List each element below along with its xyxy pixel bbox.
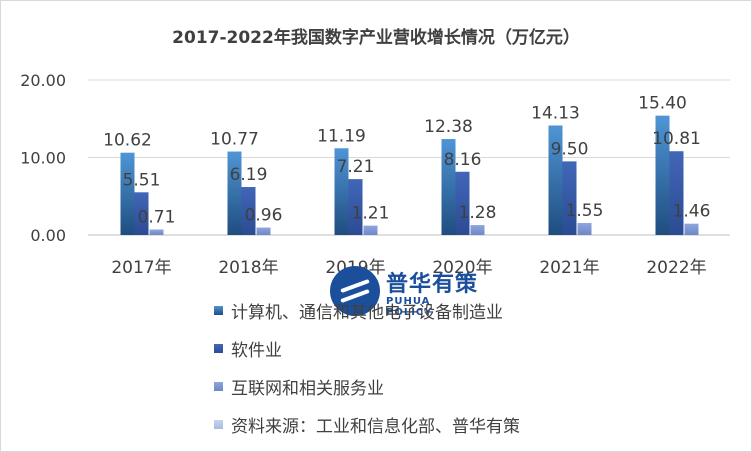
data-label: 10.62 [103, 131, 152, 151]
bar-series-2 [348, 179, 363, 235]
logo-text-cn: 普华有策 [386, 272, 479, 297]
bar-series-1 [120, 152, 135, 235]
bar-series-2 [134, 192, 149, 235]
bar-series-1 [548, 125, 563, 235]
bar-series-2 [455, 171, 470, 235]
bar-series-2 [562, 161, 577, 235]
bar-series-3 [470, 225, 485, 235]
x-tick-label: 2017年 [111, 258, 171, 278]
bar-series-1 [227, 151, 242, 235]
legend-swatch [214, 343, 223, 353]
x-tick-label: 2022年 [646, 258, 706, 278]
bar-series-2 [669, 151, 684, 235]
data-label: 1.21 [352, 204, 390, 224]
y-tick-label: 20.00 [20, 71, 66, 90]
legend-label: 软件业 [231, 340, 282, 361]
y-tick-label: 0.00 [30, 226, 66, 245]
y-tick-label: 10.00 [20, 149, 66, 168]
bar-series-1 [441, 139, 456, 235]
data-label: 1.46 [673, 202, 711, 222]
data-label: 7.21 [337, 157, 375, 177]
legend-label: 互联网和相关服务业 [231, 378, 384, 399]
legend-item: 资料来源：工业和信息化部、普华有策 [214, 412, 520, 437]
legend-label: 计算机、通信和其他电子设备制造业 [231, 302, 503, 323]
bar-series-3 [256, 227, 271, 235]
bar-series-3 [149, 229, 164, 235]
data-label: 1.55 [566, 201, 604, 221]
bar-series-2 [241, 187, 256, 235]
data-label: 10.81 [652, 129, 701, 149]
data-label: 0.71 [138, 207, 176, 227]
bar-series-1 [334, 148, 349, 235]
data-label: 10.77 [210, 130, 259, 150]
x-tick-label: 2018年 [218, 258, 278, 278]
legend-item: 互联网和相关服务业 [214, 374, 384, 399]
bar-series-1 [655, 115, 670, 235]
legend-swatch [214, 381, 223, 391]
legend-swatch [214, 305, 223, 315]
data-label: 1.28 [459, 203, 497, 223]
data-label: 9.50 [551, 139, 589, 159]
logo-text-en: PUHUA POLICY [386, 296, 433, 318]
data-label: 8.16 [444, 150, 482, 170]
legend-label: 资料来源：工业和信息化部、普华有策 [231, 416, 520, 437]
bar-series-3 [577, 222, 592, 235]
watermark-logo: 普华有策 PUHUA POLICY [330, 260, 480, 320]
data-label: 11.19 [317, 126, 366, 146]
chart-title: 2017-2022年我国数字产业营收增长情况（万亿元） [172, 28, 580, 48]
legend-swatch [214, 419, 223, 429]
x-tick-label: 2021年 [539, 258, 599, 278]
x-tick-label: 2020年 [432, 258, 492, 278]
data-label: 5.51 [123, 170, 161, 190]
data-label: 12.38 [424, 117, 473, 137]
legend-item: 软件业 [214, 336, 282, 361]
data-label: 6.19 [230, 165, 268, 185]
bar-series-3 [363, 225, 378, 235]
data-label: 14.13 [531, 103, 580, 123]
logo-badge-icon [330, 266, 380, 316]
data-label: 0.96 [245, 206, 283, 226]
bar-series-3 [684, 223, 699, 235]
legend-item: 计算机、通信和其他电子设备制造业 [214, 298, 503, 323]
data-label: 15.40 [638, 94, 687, 114]
